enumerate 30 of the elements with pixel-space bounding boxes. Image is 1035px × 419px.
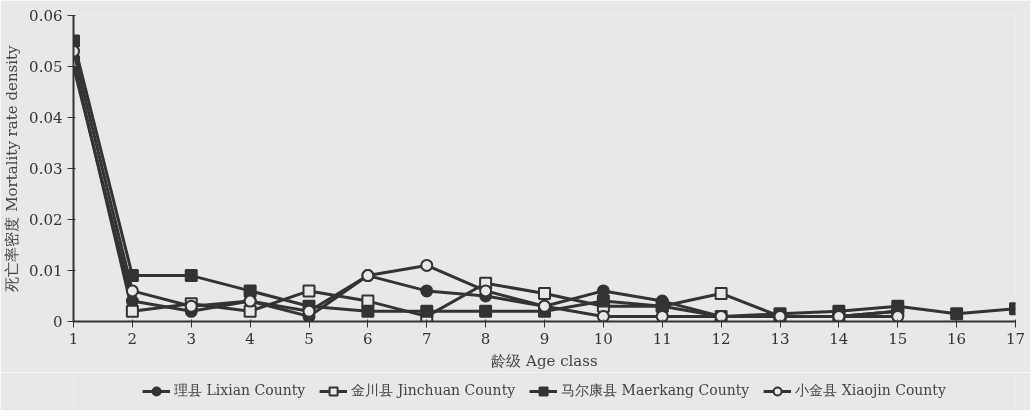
x-tick-label: 3 (186, 329, 197, 348)
x-tick-label: 10 (593, 329, 613, 348)
y-axis-title: 死亡率密度 Mortality rate density (3, 44, 22, 292)
x-axis-title: 龄级 Age class (491, 351, 598, 370)
x-tick-label: 1 (68, 329, 79, 348)
y-tick-label: 0.02 (29, 211, 63, 229)
legend-label: 金川县 Jinchuan County (351, 382, 516, 400)
y-tick-label: 0.03 (29, 160, 63, 178)
x-tick-label: 2 (127, 329, 138, 348)
x-tick-label: 5 (304, 329, 314, 348)
y-tick-label: 0 (52, 313, 63, 331)
y-tick-label: 0.04 (29, 109, 63, 127)
x-tick-label: 4 (245, 329, 255, 348)
x-tick-label: 8 (480, 329, 491, 348)
legend-label: 理县 Lixian County (174, 382, 306, 400)
x-tick-label: 16 (947, 329, 967, 348)
x-tick-label: 11 (652, 329, 672, 348)
x-tick-label: 9 (539, 329, 550, 348)
y-tick-label: 0.01 (29, 262, 63, 280)
x-tick-label: 7 (421, 329, 432, 348)
legend-label: 小金县 Xiaojin County (795, 382, 946, 400)
x-tick-label: 15 (888, 329, 908, 348)
legend-label: 马尔康县 Maerkang County (561, 382, 750, 400)
x-tick-label: 17 (1005, 329, 1026, 348)
x-tick-label: 6 (363, 329, 373, 348)
x-tick-label: 13 (770, 329, 790, 348)
y-tick-label: 0.05 (29, 58, 63, 76)
x-tick-label: 12 (711, 329, 731, 348)
y-tick-label: 0.06 (29, 7, 63, 25)
x-tick-label: 14 (829, 329, 849, 348)
